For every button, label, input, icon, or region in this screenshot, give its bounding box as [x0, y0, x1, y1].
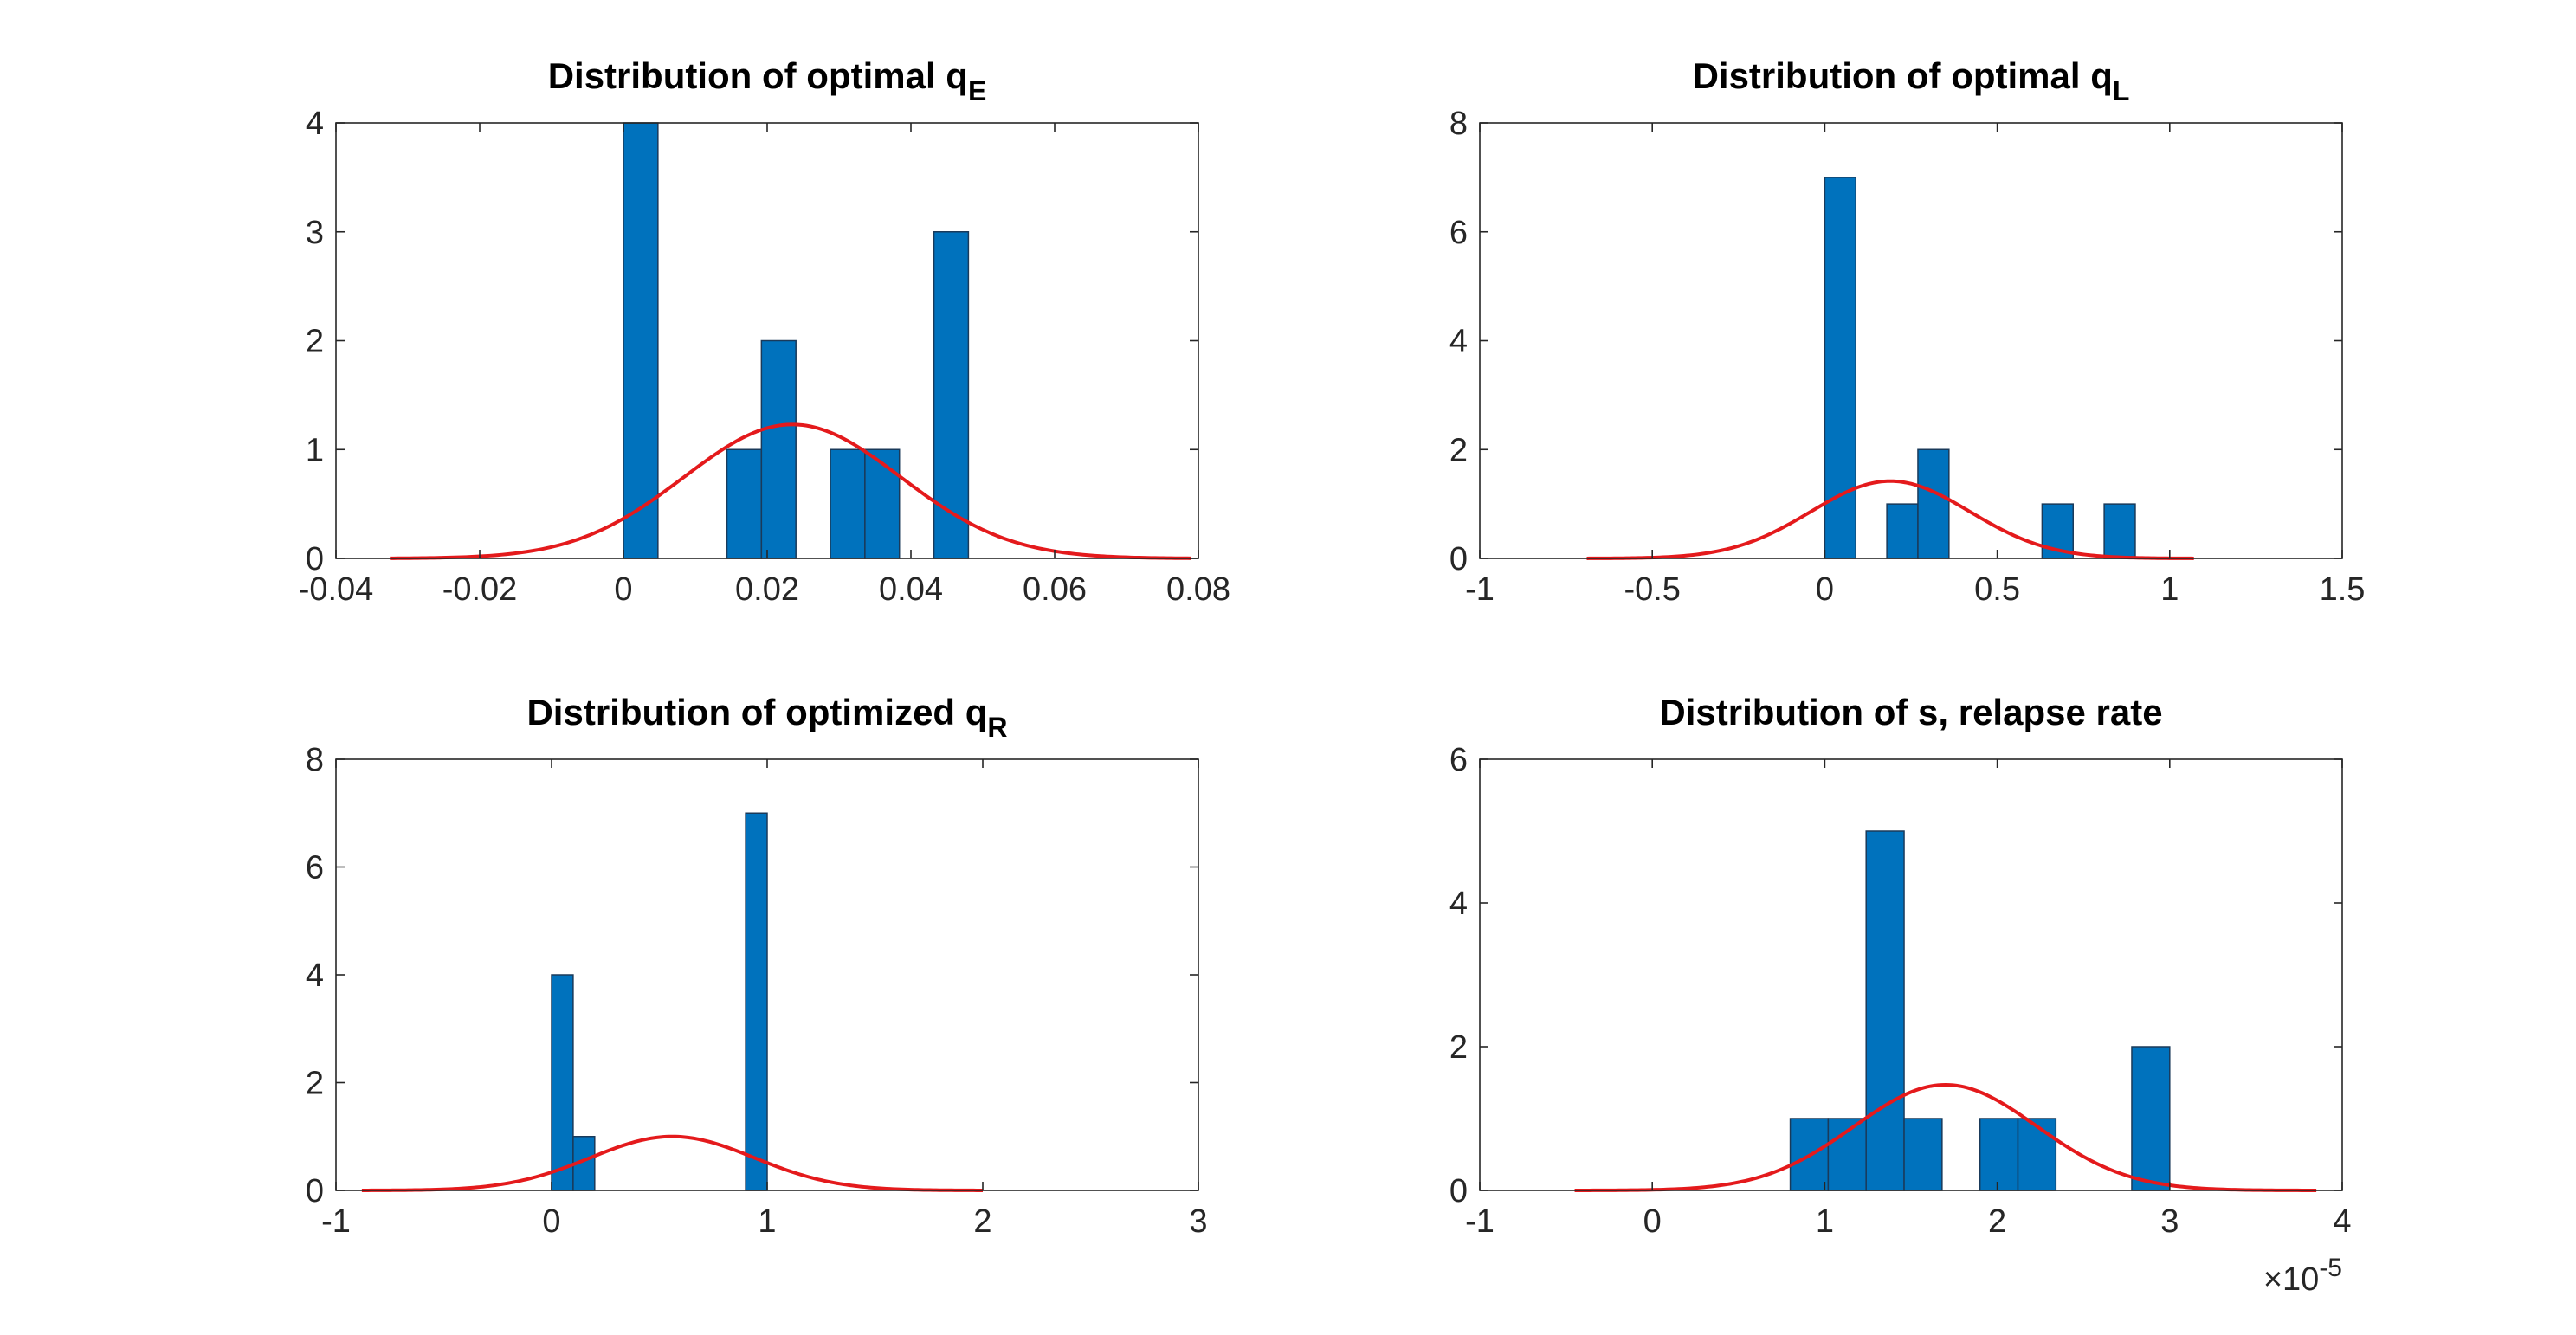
histogram-bar-2 — [1886, 503, 1919, 559]
histogram-bar-4 — [830, 448, 866, 559]
x-tick-label: 0.04 — [879, 571, 943, 608]
y-tick-label: 2 — [1449, 432, 1468, 468]
normal-fit-curve — [1586, 479, 2194, 560]
x-tick-label: -0.04 — [299, 571, 374, 608]
x-tick-label: 0.02 — [735, 571, 799, 608]
y-tick-label: 4 — [306, 958, 324, 994]
y-tick-label: 2 — [306, 1066, 324, 1102]
chart-title: Distribution of optimal qL — [1693, 55, 2130, 106]
y-tick-label: 4 — [306, 106, 324, 142]
normal-fit-curve — [390, 422, 1191, 560]
x-tick-label: 0.08 — [1166, 571, 1230, 608]
histogram-bar-5 — [1979, 1118, 2019, 1191]
x-tick-label: -1 — [1465, 1203, 1495, 1240]
y-tick-label: 2 — [306, 324, 324, 360]
x-tick-label: 0 — [1816, 571, 1834, 608]
histogram-bar-1 — [551, 974, 574, 1191]
histogram-bar-3 — [745, 812, 768, 1191]
x-tick-label: 1 — [1816, 1203, 1834, 1240]
normal-fit-curve — [361, 1134, 983, 1192]
y-tick-label: 0 — [1449, 541, 1468, 577]
x-tick-label: -1 — [321, 1203, 351, 1240]
histogram-bar-3 — [1865, 830, 1905, 1191]
x-tick-label: -0.5 — [1624, 571, 1680, 608]
normal-fit-curve — [1574, 1082, 2317, 1192]
x-tick-label: 1 — [758, 1203, 776, 1240]
x-tick-label: 2 — [973, 1203, 991, 1240]
x-tick-label: 1 — [2160, 571, 2179, 608]
x-tick-label: 0.06 — [1023, 571, 1087, 608]
x-tick-label: -1 — [1465, 571, 1495, 608]
x-exponent-label: ×10-5 — [2263, 1254, 2342, 1298]
x-tick-label: 4 — [2333, 1203, 2351, 1240]
plot-area — [1480, 123, 2342, 558]
y-tick-label: 2 — [1449, 1029, 1468, 1066]
histogram-bar-3 — [1917, 448, 1950, 559]
y-tick-label: 0 — [306, 541, 324, 577]
x-tick-label: 2 — [1988, 1203, 2006, 1240]
y-tick-label: 4 — [1449, 886, 1468, 922]
y-tick-label: 8 — [1449, 106, 1468, 142]
x-tick-label: -0.02 — [442, 571, 518, 608]
histogram-bar-6 — [933, 231, 970, 559]
y-tick-label: 4 — [1449, 324, 1468, 360]
subplot-2: -1 -0.5 0 0.5 1 1.5 0 2 4 6 8 Distribution of optim… — [1449, 55, 2366, 608]
y-tick-label: 1 — [306, 432, 324, 468]
histogram-bar-1 — [623, 122, 659, 559]
x-tick-label: 0 — [614, 571, 632, 608]
x-tick-label: 3 — [1189, 1203, 1207, 1240]
x-tick-label: 0 — [542, 1203, 560, 1240]
x-tick-label: 3 — [2160, 1203, 2179, 1240]
histogram-bar-7 — [2131, 1046, 2171, 1191]
y-tick-label: 0 — [1449, 1173, 1468, 1209]
y-tick-label: 6 — [1449, 215, 1468, 251]
chart-title: Distribution of optimized qR — [526, 692, 1007, 743]
histogram-bar-5 — [2103, 503, 2136, 559]
histogram-bar-6 — [2017, 1118, 2057, 1191]
x-tick-label: 1.5 — [2320, 571, 2366, 608]
x-tick-label: 0 — [1643, 1203, 1662, 1240]
histogram-bar-2 — [726, 448, 763, 559]
subplot-1: -0.04 -0.02 0 0.02 0.04 0.06 0.08 0 1 2 3 4 Distribu… — [299, 55, 1230, 608]
x-tick-label: 0.5 — [1974, 571, 2020, 608]
y-tick-label: 6 — [306, 850, 324, 887]
chart-title: Distribution of optimal qE — [548, 55, 987, 106]
y-tick-label: 6 — [1449, 742, 1468, 778]
histogram-bar-5 — [864, 448, 901, 559]
y-tick-label: 8 — [306, 742, 324, 778]
histogram-bar-3 — [760, 339, 797, 559]
y-tick-label: 0 — [306, 1173, 324, 1209]
chart-title: Distribution of s, relapse rate — [1659, 692, 2162, 732]
histogram-bar-4 — [1903, 1118, 1943, 1191]
y-tick-label: 3 — [306, 215, 324, 251]
axes-box — [1479, 758, 2343, 1191]
